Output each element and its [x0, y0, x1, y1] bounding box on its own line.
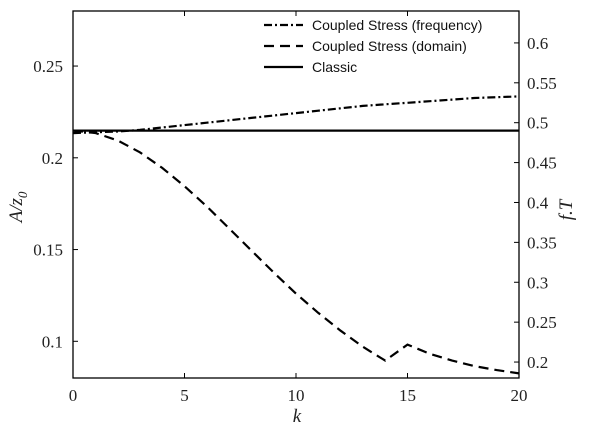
y-right-axis-ticks: 0.2 0.25 0.3 0.35 0.4 0.45 0.5 0.55 0.6 [514, 34, 557, 372]
y-right-tick-label: 0.3 [527, 273, 548, 292]
y-right-tick-label: 0.6 [527, 34, 548, 53]
series-line-2 [72, 129, 520, 375]
x-tick-label: 0 [69, 386, 78, 405]
legend-label-2: Coupled Stress (domain) [312, 38, 467, 54]
y-right-tick-label: 0.45 [527, 154, 557, 173]
y-left-tick-label: 0.25 [33, 57, 63, 76]
legend: Coupled Stress (frequency) Coupled Stress… [264, 17, 482, 75]
y-left-tick-label: 0.1 [42, 332, 63, 351]
y-right-tick-label: 0.35 [527, 233, 557, 252]
legend-label-3: Classic [312, 59, 357, 75]
legend-label-1: Coupled Stress (frequency) [312, 17, 482, 33]
x-tick-label: 5 [180, 386, 189, 405]
y-left-tick-label: 0.15 [33, 241, 63, 260]
y-right-tick-label: 0.2 [527, 353, 548, 372]
x-axis-ticks: 0 5 10 15 20 [69, 11, 528, 405]
y-right-axis-label: f.T [556, 198, 577, 220]
y-left-axis-label-sub: 0 [15, 191, 30, 198]
series-line-1 [72, 95, 520, 135]
x-tick-label: 15 [399, 386, 416, 405]
y-right-tick-label: 0.55 [527, 74, 557, 93]
svg-text:A/z0: A/z0 [6, 191, 30, 224]
y-right-tick-label: 0.5 [527, 114, 548, 133]
y-left-axis-label-main: A/z [6, 198, 27, 225]
y-left-axis-label: A/z0 [6, 191, 30, 224]
y-left-tick-label: 0.2 [42, 149, 63, 168]
x-tick-label: 20 [511, 386, 528, 405]
x-axis-label: k [293, 406, 302, 427]
x-tick-label: 10 [288, 386, 305, 405]
y-right-tick-label: 0.4 [527, 193, 549, 212]
series-group [72, 95, 520, 375]
svg-text:f.T: f.T [556, 198, 577, 220]
y-right-tick-label: 0.25 [527, 313, 557, 332]
y-left-axis-ticks: 0.1 0.15 0.2 0.25 [33, 57, 78, 351]
